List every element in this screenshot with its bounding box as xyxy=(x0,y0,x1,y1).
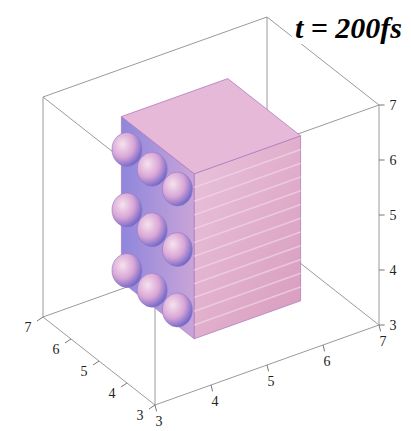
tick-label: 5 xyxy=(268,374,275,389)
tick-label: 4 xyxy=(390,263,397,278)
tick xyxy=(267,365,269,371)
tick-label: 7 xyxy=(25,320,32,335)
box-edge xyxy=(43,97,44,317)
tick xyxy=(379,160,385,161)
bounding-box xyxy=(43,17,379,405)
box-edge xyxy=(43,317,155,405)
tick xyxy=(149,405,155,409)
tick xyxy=(379,215,385,216)
lobe xyxy=(162,233,192,267)
lobe xyxy=(137,273,167,307)
tick-label: 6 xyxy=(53,342,60,357)
tick xyxy=(121,383,127,387)
tick-label: 4 xyxy=(109,386,116,401)
ripple xyxy=(194,150,300,188)
tick-label: 3 xyxy=(137,408,144,423)
lobe xyxy=(162,172,192,206)
tick xyxy=(379,105,385,106)
lobe xyxy=(162,293,192,327)
title-background xyxy=(292,11,405,44)
tick-labels: 345673456734567 xyxy=(25,98,397,429)
lobe xyxy=(112,253,142,287)
tick-label: 6 xyxy=(390,153,397,168)
tick xyxy=(155,405,157,411)
tick-label: 3 xyxy=(390,318,397,333)
tick xyxy=(379,270,385,271)
isosurface xyxy=(112,79,301,339)
tick-label: 7 xyxy=(390,98,397,113)
title: t = 200fs xyxy=(295,11,402,44)
tick-label: 6 xyxy=(324,354,331,369)
tick xyxy=(323,345,325,351)
box-edge xyxy=(155,325,379,405)
tick-label: 5 xyxy=(390,208,397,223)
chart: 345673456734567t = 200fs xyxy=(0,0,411,431)
tick xyxy=(65,339,71,343)
tick xyxy=(37,317,43,321)
tick xyxy=(379,325,381,331)
tick-label: 5 xyxy=(81,364,88,379)
tick-label: 4 xyxy=(212,394,219,409)
lobe xyxy=(112,132,142,166)
tick xyxy=(93,361,99,365)
lobe xyxy=(137,213,167,247)
lobe xyxy=(112,193,142,227)
tick xyxy=(379,325,385,326)
lobe xyxy=(137,152,167,186)
tick-label: 3 xyxy=(156,414,163,429)
tick-label: 7 xyxy=(380,334,387,349)
tick xyxy=(211,385,213,391)
